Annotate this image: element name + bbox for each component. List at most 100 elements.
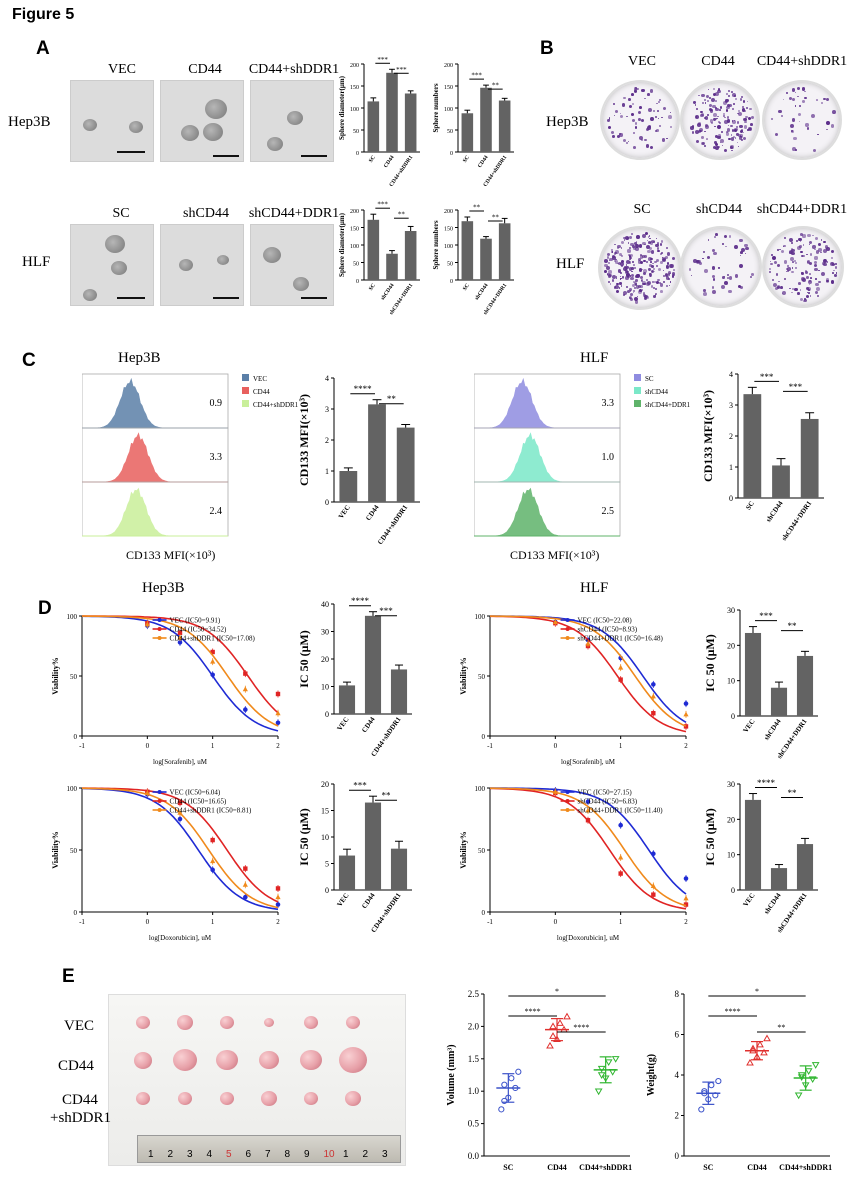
colony-dot (637, 260, 642, 265)
colony-dot (657, 118, 660, 120)
colony-dot (631, 102, 634, 106)
legend-marker (157, 636, 162, 640)
x-tick-label: 1 (619, 918, 623, 926)
colony-dot (726, 116, 730, 119)
colony-dot (798, 120, 801, 122)
data-point (705, 1096, 712, 1103)
colony-dot (704, 131, 706, 133)
bar (744, 632, 762, 716)
tumor (220, 1092, 234, 1105)
y-tick-label: 5 (325, 860, 329, 869)
b-hlf-cond-3: shCD44+DDR1 (756, 202, 848, 217)
colony-dot (771, 118, 773, 120)
colony-dot (734, 137, 737, 139)
colony-dot (713, 251, 717, 256)
colony-dot (705, 95, 709, 99)
colony-dot (727, 273, 730, 276)
colony-dot (648, 273, 653, 277)
bar (770, 868, 788, 890)
data-point (698, 1106, 705, 1113)
colony-dot (653, 241, 656, 244)
a-micrograph-sc (70, 224, 154, 306)
tumor (300, 1050, 322, 1071)
colony-dot (612, 256, 616, 260)
a-hlf-cond-2: shCD44 (183, 206, 229, 221)
x-tick-label: shCD44 (764, 499, 784, 523)
colony-dot (795, 148, 797, 151)
colony-dot (625, 141, 629, 145)
colony-dot (635, 87, 639, 91)
legend-swatch (242, 387, 249, 394)
colony-dot (651, 265, 655, 268)
a-micrograph-vec (70, 80, 154, 162)
data-point (512, 1084, 519, 1092)
colony-dot (633, 296, 638, 301)
colony-dot (715, 99, 718, 102)
data-point (746, 1058, 754, 1066)
colony-dot (797, 246, 802, 251)
y-tick-label: 1 (325, 467, 329, 476)
colony-dot (814, 267, 818, 271)
y-tick-label: 50 (70, 673, 78, 681)
colony-dot (734, 127, 738, 132)
colony-dot (823, 262, 827, 267)
colony-dot (816, 250, 820, 254)
colony-dot (718, 121, 722, 125)
legend-swatch (242, 400, 249, 407)
y-tick-label: 0 (729, 494, 733, 503)
significance-label: **** (573, 1023, 589, 1032)
colony-dot (835, 272, 838, 274)
histogram (474, 432, 620, 483)
colony-dot (606, 266, 610, 270)
colony-dot (704, 102, 707, 104)
colony-dot (672, 272, 676, 276)
colony-dot (619, 278, 622, 280)
colony-dot (640, 275, 644, 279)
x-tick-label: CD44 (383, 155, 396, 170)
x-tick-label: -1 (487, 918, 493, 926)
colony-dot (709, 119, 714, 124)
colony-dot (806, 127, 810, 130)
legend-label: CD44 (IC50=34.52) (170, 626, 228, 634)
y-tick-label: 50 (478, 673, 486, 681)
y-tick-label: 50 (353, 262, 359, 268)
colony-dot (783, 236, 787, 240)
colony-dot (658, 124, 662, 128)
colony-dot (626, 271, 628, 274)
d-hep3b-title: Hep3B (142, 580, 185, 596)
y-tick-label: 200 (444, 63, 453, 69)
histogram-value: 1.0 (602, 452, 615, 463)
colony-dot (654, 294, 656, 296)
colony-dot (620, 259, 624, 263)
colony-dot (728, 235, 731, 238)
colony-dot (730, 134, 732, 136)
colony-dot (651, 239, 655, 244)
y-tick-label: 2 (729, 432, 733, 441)
b-dish-shcd44 (680, 226, 762, 308)
colony-dot (726, 93, 729, 96)
colony-dot (801, 272, 803, 274)
colony-dot (657, 109, 660, 112)
x-tick-label: -1 (487, 742, 493, 750)
colony-dot (653, 110, 656, 113)
colony-dot (634, 287, 636, 289)
colony-dot (661, 256, 664, 259)
colony-dot (639, 260, 644, 265)
colony-dot (728, 124, 730, 127)
colony-dot (623, 291, 628, 296)
b-hlf-cond-2: shCD44 (696, 202, 742, 217)
legend-label: CD44 (253, 388, 270, 396)
data-point (601, 1075, 610, 1083)
data-point (712, 1092, 719, 1099)
x-tick-label: VEC (742, 892, 757, 909)
legend-marker (157, 627, 162, 631)
significance-label: *** (377, 56, 388, 64)
colony-dot (778, 109, 782, 114)
colony-dot (604, 269, 608, 273)
colony-dot (666, 137, 668, 140)
colony-dot (691, 125, 695, 128)
colony-dot (787, 266, 792, 271)
panel-letter-e: E (62, 966, 75, 987)
